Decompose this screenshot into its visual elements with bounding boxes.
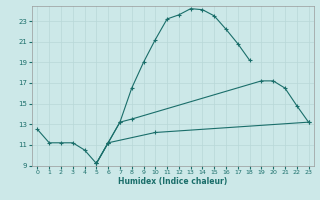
X-axis label: Humidex (Indice chaleur): Humidex (Indice chaleur) bbox=[118, 177, 228, 186]
